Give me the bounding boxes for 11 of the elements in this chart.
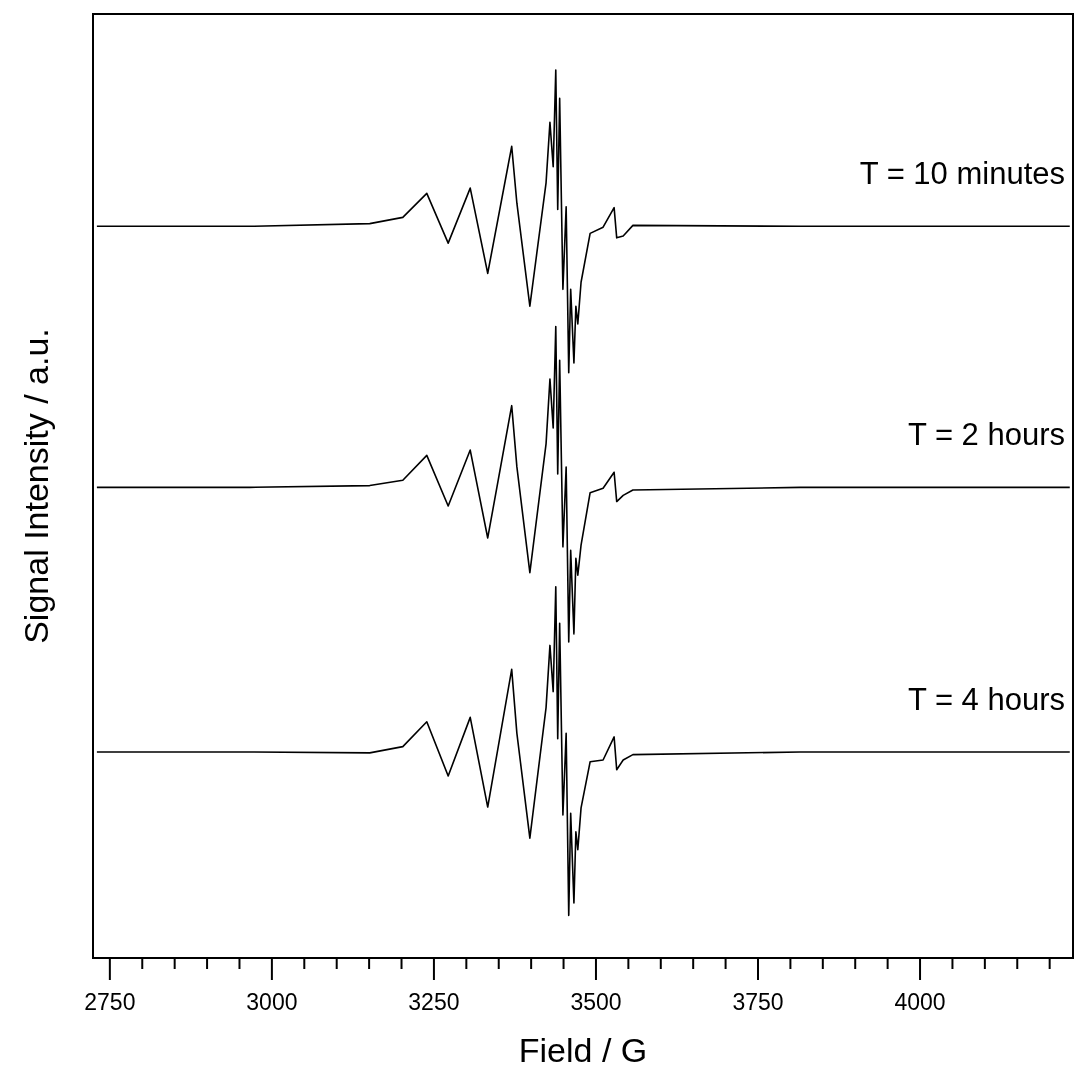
- x-axis-title: Field / G: [518, 1031, 648, 1069]
- series-label: T = 10 minutes: [859, 156, 1065, 192]
- x-tick-label: 3500: [570, 989, 622, 1015]
- series-label: T = 2 hours: [907, 417, 1065, 453]
- x-tick-label: 4000: [894, 989, 946, 1015]
- x-tick-label: 3000: [246, 989, 298, 1015]
- y-axis-title: Signal Intensity / a.u.: [17, 328, 55, 644]
- x-tick-label: 2750: [84, 989, 136, 1015]
- series-label: T = 4 hours: [907, 681, 1065, 717]
- x-tick-label: 3250: [408, 989, 460, 1015]
- x-tick-label: 3750: [732, 989, 784, 1015]
